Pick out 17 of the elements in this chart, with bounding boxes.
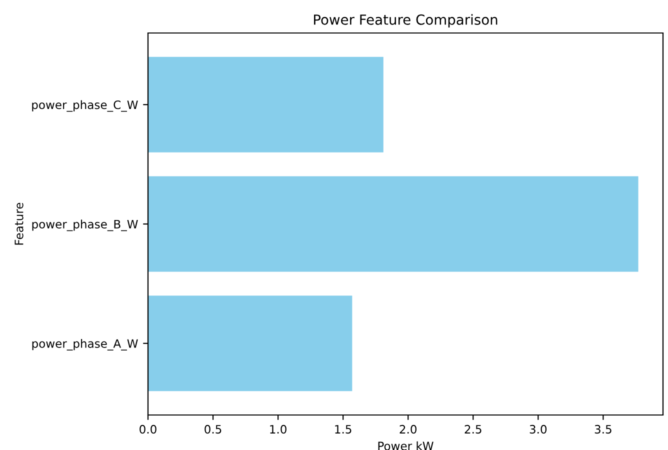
x-tick-label: 2.0 — [400, 424, 416, 434]
chart-title: Power Feature Comparison — [314, 14, 498, 28]
x-tick-label: 3.0 — [530, 424, 547, 434]
x-axis-title: Power kW — [378, 441, 434, 450]
x-tick-label: 2.5 — [464, 424, 482, 434]
y-tick-label: power_phase_A_W — [32, 338, 138, 350]
bar — [148, 56, 384, 152]
x-tick-label: 1.0 — [270, 424, 286, 434]
x-tick-label: 0.0 — [140, 424, 156, 434]
bar — [148, 176, 638, 272]
bar — [148, 296, 352, 392]
y-tick-label: power_phase_B_W — [32, 220, 138, 232]
x-tick-label: 3.5 — [594, 424, 612, 434]
x-tick-label: 0.5 — [204, 424, 222, 434]
x-tick-label: 1.5 — [335, 425, 352, 434]
y-tick-label: power_phase_C_W — [32, 100, 138, 112]
y-axis-title: Feature — [14, 202, 24, 245]
